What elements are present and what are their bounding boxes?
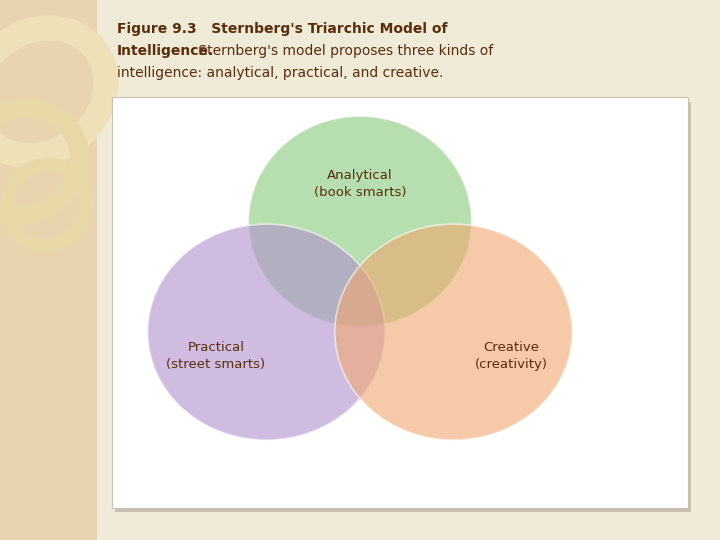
Text: Creative
(creativity): Creative (creativity): [474, 341, 548, 372]
Bar: [97, 0, 720, 540]
FancyBboxPatch shape: [115, 102, 691, 512]
Text: Practical
(street smarts): Practical (street smarts): [166, 341, 266, 372]
FancyBboxPatch shape: [112, 97, 688, 508]
Text: intelligence: analytical, practical, and creative.: intelligence: analytical, practical, and…: [117, 66, 443, 80]
Ellipse shape: [148, 224, 385, 440]
Text: Sternberg's model proposes three kinds of: Sternberg's model proposes three kinds o…: [194, 44, 494, 58]
Text: Figure 9.3   Sternberg's Triarchic Model of: Figure 9.3 Sternberg's Triarchic Model o…: [117, 22, 447, 36]
Text: Analytical
(book smarts): Analytical (book smarts): [314, 168, 406, 199]
Ellipse shape: [248, 116, 472, 327]
Bar: [0, 0, 97, 540]
Text: Intelligence.: Intelligence.: [117, 44, 214, 58]
Ellipse shape: [335, 224, 572, 440]
